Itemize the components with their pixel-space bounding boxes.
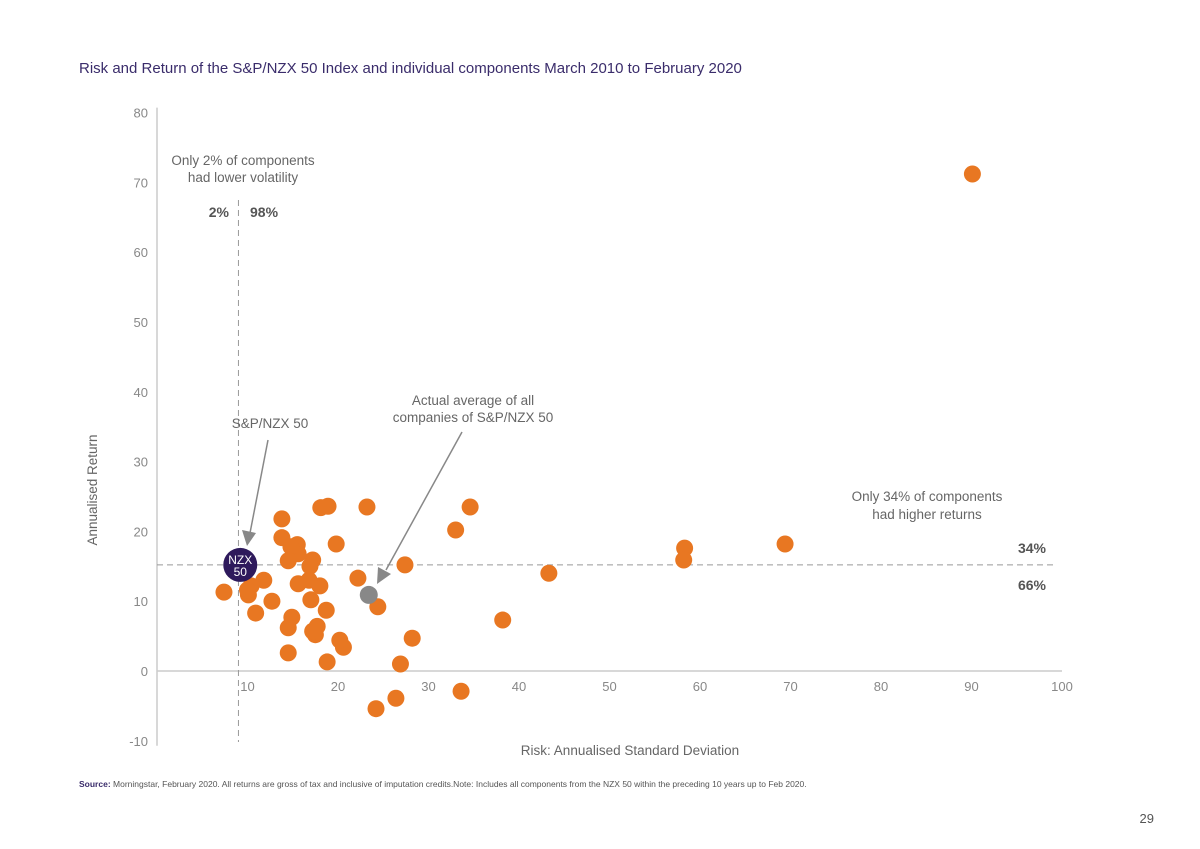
data-point — [776, 535, 794, 553]
data-point — [279, 644, 297, 662]
source-note: Source: Morningstar, February 2020. All … — [79, 779, 807, 789]
data-point — [675, 551, 693, 569]
page-number: 29 — [1139, 811, 1154, 826]
data-point — [403, 629, 421, 647]
data-point — [247, 604, 265, 622]
index-point-label: 50 — [234, 565, 248, 579]
y-tick-label: 80 — [134, 106, 148, 121]
x-tick-label: 70 — [783, 679, 797, 694]
data-point — [317, 601, 335, 619]
y-tick-label: 30 — [134, 455, 148, 470]
x-tick-label: 100 — [1051, 679, 1073, 694]
y-tick-label: -10 — [129, 734, 148, 749]
source-label: Source: — [79, 779, 111, 789]
data-point — [302, 591, 320, 609]
x-tick-label: 30 — [421, 679, 435, 694]
data-point — [215, 583, 233, 601]
data-point — [273, 510, 291, 528]
data-point — [327, 535, 345, 553]
average-point — [359, 585, 378, 604]
arrowhead-average — [377, 567, 391, 584]
data-point — [387, 689, 405, 707]
percent-above: 34% — [1018, 540, 1047, 556]
data-point — [301, 557, 319, 575]
annotation-average: Actual average of all — [412, 393, 534, 408]
data-point — [312, 499, 330, 517]
arrowhead-index — [242, 530, 256, 546]
x-tick-label: 10 — [240, 679, 254, 694]
index-point — [223, 547, 258, 582]
x-tick-label: 20 — [331, 679, 345, 694]
data-point — [358, 498, 376, 516]
data-point — [452, 682, 470, 700]
data-point — [255, 571, 273, 589]
y-tick-label: 20 — [134, 524, 148, 539]
annotation-low-volatility: Only 2% of components — [171, 153, 315, 168]
arrow-average — [385, 431, 463, 571]
data-point — [461, 498, 479, 516]
data-point — [391, 655, 409, 673]
y-tick-label: 40 — [134, 385, 148, 400]
x-axis-title: Risk: Annualised Standard Deviation — [521, 743, 739, 758]
chart-title: Risk and Return of the S&P/NZX 50 Index … — [79, 60, 742, 77]
data-point — [273, 529, 291, 547]
data-point — [279, 619, 297, 637]
data-point — [447, 521, 465, 539]
x-tick-label: 50 — [602, 679, 616, 694]
data-point — [331, 631, 349, 649]
source-text: Morningstar, February 2020. All returns … — [110, 779, 807, 789]
data-point — [396, 556, 414, 574]
data-point — [304, 622, 322, 640]
data-point — [963, 165, 981, 183]
annotation-high-returns: had higher returns — [872, 507, 982, 522]
y-tick-label: 50 — [134, 315, 148, 330]
data-point — [289, 575, 307, 593]
data-point — [367, 700, 385, 718]
data-point — [349, 569, 367, 587]
data-point — [279, 552, 297, 570]
x-tick-label: 40 — [512, 679, 526, 694]
y-tick-label: 10 — [134, 594, 148, 609]
arrow-index — [249, 439, 269, 534]
percent-below: 66% — [1018, 577, 1047, 593]
annotation-high-returns: Only 34% of components — [852, 489, 1003, 504]
data-point — [263, 592, 281, 610]
y-tick-label: 70 — [134, 175, 148, 190]
x-tick-label: 60 — [693, 679, 707, 694]
x-tick-label: 80 — [874, 679, 888, 694]
annotation-average: companies of S&P/NZX 50 — [393, 410, 554, 425]
index-point-label: NZX — [228, 553, 252, 567]
data-point — [540, 564, 558, 582]
y-tick-label: 0 — [141, 664, 148, 679]
data-point — [369, 598, 387, 616]
data-point — [494, 611, 512, 629]
annotation-index: S&P/NZX 50 — [232, 416, 309, 431]
y-axis-title: Annualised Return — [85, 434, 100, 545]
annotation-low-volatility: had lower volatility — [188, 170, 299, 185]
data-point — [318, 653, 336, 671]
percent-right: 98% — [250, 204, 279, 220]
data-point — [239, 581, 256, 599]
percent-left: 2% — [209, 204, 230, 220]
y-tick-label: 60 — [134, 245, 148, 260]
x-tick-label: 90 — [964, 679, 978, 694]
